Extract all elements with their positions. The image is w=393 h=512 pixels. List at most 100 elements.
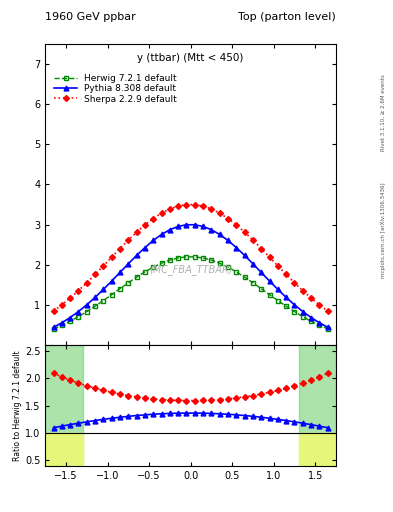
Legend: Herwig 7.2.1 default, Pythia 8.308 default, Sherpa 2.2.9 default: Herwig 7.2.1 default, Pythia 8.308 defau… — [53, 72, 179, 105]
Sherpa 2.2.9 default — [201, 203, 206, 209]
Sherpa 2.2.9 default — [93, 271, 97, 278]
Sherpa 2.2.9 default — [68, 295, 72, 301]
Line: Sherpa 2.2.9 default: Sherpa 2.2.9 default — [51, 203, 330, 313]
Pythia 8.308 default — [68, 314, 72, 321]
Text: y (ttbar) (Mtt < 450): y (ttbar) (Mtt < 450) — [138, 53, 244, 62]
Pythia 8.308 default — [101, 286, 106, 292]
Herwig 7.2.1 default — [176, 255, 180, 261]
Herwig 7.2.1 default — [118, 286, 122, 292]
Sherpa 2.2.9 default — [284, 271, 288, 278]
Herwig 7.2.1 default — [275, 297, 280, 304]
Sherpa 2.2.9 default — [184, 202, 189, 208]
Herwig 7.2.1 default — [259, 286, 264, 292]
Herwig 7.2.1 default — [226, 264, 230, 270]
Text: mcplots.cern.ch [arXiv:1306.3436]: mcplots.cern.ch [arXiv:1306.3436] — [381, 183, 386, 278]
Sherpa 2.2.9 default — [325, 308, 330, 314]
Sherpa 2.2.9 default — [317, 302, 322, 308]
Pythia 8.308 default — [201, 223, 206, 229]
Sherpa 2.2.9 default — [134, 229, 139, 236]
Sherpa 2.2.9 default — [309, 295, 314, 301]
Pythia 8.308 default — [76, 308, 81, 314]
Sherpa 2.2.9 default — [159, 210, 164, 216]
Pythia 8.308 default — [193, 222, 197, 228]
Text: 1960 GeV ppbar: 1960 GeV ppbar — [45, 11, 136, 22]
Pythia 8.308 default — [184, 222, 189, 228]
Sherpa 2.2.9 default — [275, 263, 280, 269]
Herwig 7.2.1 default — [242, 274, 247, 280]
Herwig 7.2.1 default — [201, 255, 206, 261]
Pythia 8.308 default — [84, 302, 89, 308]
Pythia 8.308 default — [51, 324, 56, 330]
Herwig 7.2.1 default — [159, 260, 164, 266]
Herwig 7.2.1 default — [292, 309, 297, 315]
Sherpa 2.2.9 default — [101, 263, 106, 269]
Pythia 8.308 default — [226, 238, 230, 244]
Text: Rivet 3.1.10, ≥ 2.6M events: Rivet 3.1.10, ≥ 2.6M events — [381, 74, 386, 151]
Herwig 7.2.1 default — [93, 303, 97, 309]
Sherpa 2.2.9 default — [300, 288, 305, 294]
Herwig 7.2.1 default — [193, 254, 197, 260]
Herwig 7.2.1 default — [51, 326, 56, 332]
Text: (MC_FBA_TTBAR): (MC_FBA_TTBAR) — [149, 264, 232, 275]
Herwig 7.2.1 default — [76, 313, 81, 319]
Sherpa 2.2.9 default — [126, 237, 130, 243]
Sherpa 2.2.9 default — [151, 216, 156, 222]
Pythia 8.308 default — [317, 319, 322, 326]
Y-axis label: Ratio to Herwig 7.2.1 default: Ratio to Herwig 7.2.1 default — [13, 350, 22, 461]
Herwig 7.2.1 default — [217, 260, 222, 266]
Pythia 8.308 default — [259, 269, 264, 275]
Line: Pythia 8.308 default: Pythia 8.308 default — [51, 222, 330, 330]
Sherpa 2.2.9 default — [59, 302, 64, 308]
Sherpa 2.2.9 default — [176, 203, 180, 209]
Pythia 8.308 default — [217, 231, 222, 238]
Herwig 7.2.1 default — [101, 297, 106, 304]
Sherpa 2.2.9 default — [193, 202, 197, 208]
Herwig 7.2.1 default — [134, 274, 139, 280]
Herwig 7.2.1 default — [126, 280, 130, 286]
Herwig 7.2.1 default — [309, 318, 314, 324]
Herwig 7.2.1 default — [109, 292, 114, 298]
Bar — [299, 433, 336, 466]
Bar — [45, 433, 83, 466]
Herwig 7.2.1 default — [68, 318, 72, 324]
Herwig 7.2.1 default — [251, 280, 255, 286]
Sherpa 2.2.9 default — [209, 206, 214, 212]
Pythia 8.308 default — [118, 269, 122, 275]
Herwig 7.2.1 default — [151, 264, 156, 270]
Herwig 7.2.1 default — [234, 269, 239, 275]
Bar — [45, 345, 83, 466]
Herwig 7.2.1 default — [59, 322, 64, 328]
Pythia 8.308 default — [126, 261, 130, 267]
Pythia 8.308 default — [284, 294, 288, 301]
Pythia 8.308 default — [151, 238, 156, 244]
Pythia 8.308 default — [292, 302, 297, 308]
Pythia 8.308 default — [309, 314, 314, 321]
Pythia 8.308 default — [143, 245, 147, 251]
Herwig 7.2.1 default — [300, 313, 305, 319]
Pythia 8.308 default — [300, 308, 305, 314]
Bar — [299, 345, 336, 466]
Sherpa 2.2.9 default — [242, 229, 247, 236]
Herwig 7.2.1 default — [84, 309, 89, 315]
Sherpa 2.2.9 default — [292, 280, 297, 286]
Pythia 8.308 default — [159, 231, 164, 238]
Herwig 7.2.1 default — [167, 257, 172, 263]
Herwig 7.2.1 default — [317, 322, 322, 328]
Herwig 7.2.1 default — [209, 257, 214, 263]
Sherpa 2.2.9 default — [267, 254, 272, 260]
Pythia 8.308 default — [234, 245, 239, 251]
Sherpa 2.2.9 default — [259, 245, 264, 251]
Herwig 7.2.1 default — [267, 292, 272, 298]
Pythia 8.308 default — [176, 223, 180, 229]
Sherpa 2.2.9 default — [167, 206, 172, 212]
Sherpa 2.2.9 default — [109, 254, 114, 260]
Sherpa 2.2.9 default — [84, 280, 89, 286]
Herwig 7.2.1 default — [284, 303, 288, 309]
Pythia 8.308 default — [209, 227, 214, 233]
Pythia 8.308 default — [109, 278, 114, 284]
Herwig 7.2.1 default — [325, 326, 330, 332]
Pythia 8.308 default — [134, 252, 139, 259]
Sherpa 2.2.9 default — [234, 222, 239, 228]
Pythia 8.308 default — [325, 324, 330, 330]
Line: Herwig 7.2.1 default: Herwig 7.2.1 default — [51, 254, 330, 331]
